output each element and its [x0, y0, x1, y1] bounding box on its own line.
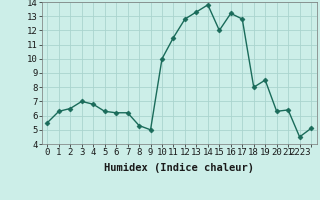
- X-axis label: Humidex (Indice chaleur): Humidex (Indice chaleur): [104, 163, 254, 173]
